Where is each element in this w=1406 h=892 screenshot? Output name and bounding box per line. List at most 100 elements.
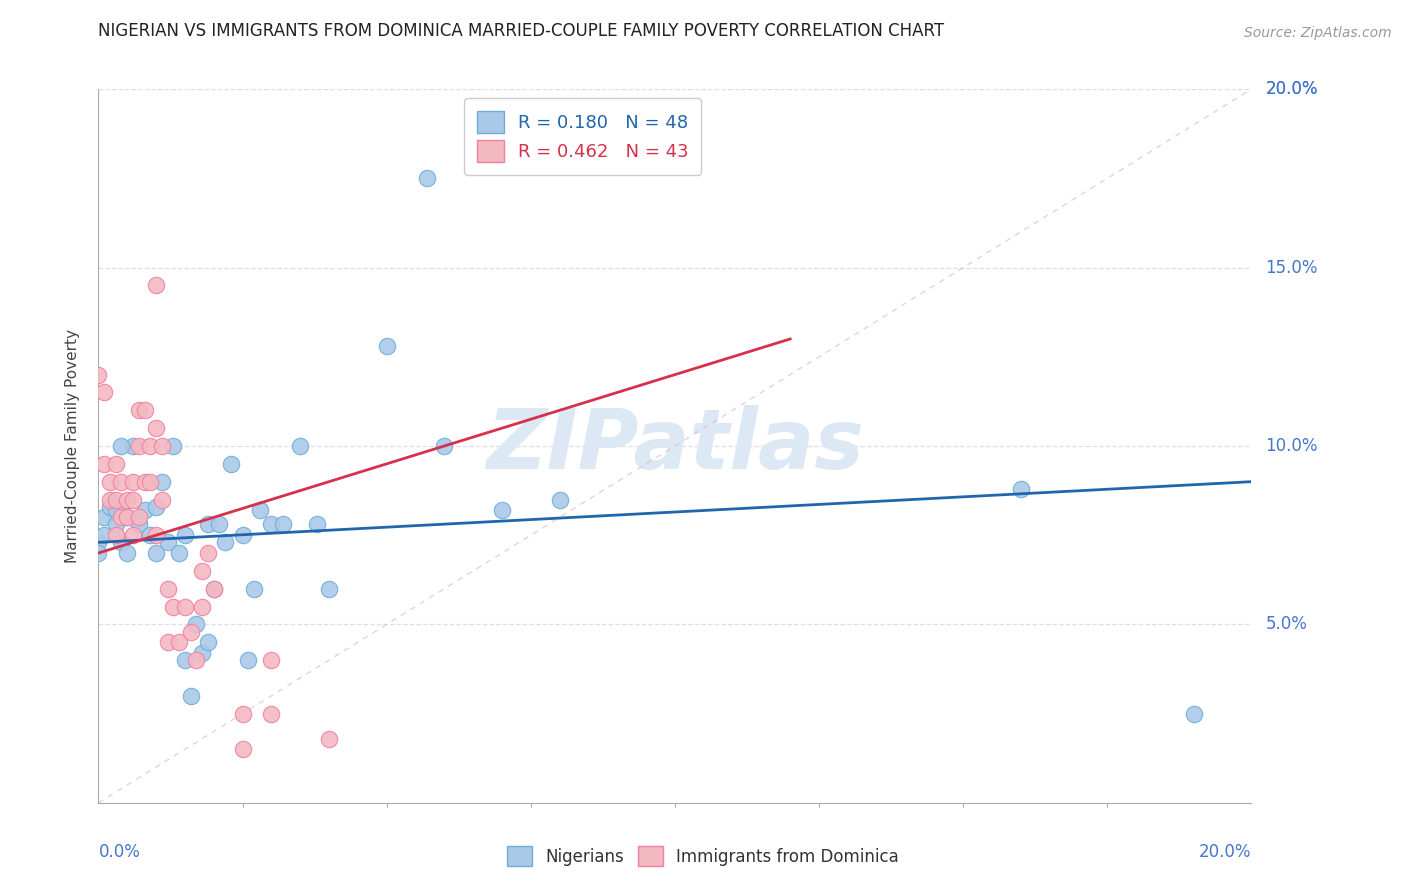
Text: 5.0%: 5.0% [1265,615,1308,633]
Point [139,439,162,453]
Point [156,535,179,549]
Y-axis label: Married-Couple Family Poverty: Married-Couple Family Poverty [65,329,80,563]
Point [117,510,138,524]
Point [180,689,202,703]
Point [174,528,197,542]
Text: Source: ZipAtlas.com: Source: ZipAtlas.com [1244,26,1392,40]
Point [122,439,145,453]
Point [231,706,254,721]
Point [197,517,219,532]
Point [98,500,121,514]
Point [104,517,127,532]
Point [186,617,208,632]
Text: 15.0%: 15.0% [1265,259,1317,277]
Point [219,457,242,471]
Point [180,624,202,639]
Point [191,564,214,578]
Point [117,492,138,507]
Point [104,492,127,507]
Point [98,492,121,507]
Point [110,510,132,524]
Point [1010,482,1032,496]
Point [318,731,340,746]
Point [318,582,340,596]
Point [191,646,214,660]
Point [104,503,127,517]
Point [167,546,190,560]
Point [174,599,197,614]
Text: ZIPatlas: ZIPatlas [486,406,863,486]
Point [93,510,115,524]
Point [249,503,271,517]
Point [110,475,132,489]
Point [145,528,167,542]
Point [156,635,179,649]
Point [139,475,162,489]
Point [145,278,167,293]
Point [290,439,312,453]
Point [150,492,173,507]
Point [375,339,398,353]
Point [167,635,190,649]
Point [150,475,173,489]
Point [202,582,225,596]
Point [128,403,150,417]
Point [104,457,127,471]
Point [243,582,266,596]
Point [145,421,167,435]
Point [87,546,110,560]
Point [271,517,294,532]
Point [1182,706,1205,721]
Point [260,517,283,532]
Point [214,535,236,549]
Point [134,403,156,417]
Text: NIGERIAN VS IMMIGRANTS FROM DOMINICA MARRIED-COUPLE FAMILY POVERTY CORRELATION C: NIGERIAN VS IMMIGRANTS FROM DOMINICA MAR… [98,22,945,40]
Point [231,528,254,542]
Point [260,706,283,721]
Point [139,528,162,542]
Point [162,439,184,453]
Legend: Nigerians, Immigrants from Dominica: Nigerians, Immigrants from Dominica [499,838,907,875]
Point [307,517,329,532]
Point [128,439,150,453]
Point [122,528,145,542]
Point [104,528,127,542]
Point [117,510,138,524]
Point [128,517,150,532]
Point [231,742,254,756]
Legend: R = 0.180   N = 48, R = 0.462   N = 43: R = 0.180 N = 48, R = 0.462 N = 43 [464,98,702,175]
Text: 20.0%: 20.0% [1265,80,1317,98]
Point [433,439,456,453]
Point [197,546,219,560]
Point [134,475,156,489]
Point [87,368,110,382]
Point [208,517,231,532]
Text: 20.0%: 20.0% [1265,80,1317,98]
Point [174,653,197,667]
Point [491,503,513,517]
Point [93,457,115,471]
Point [134,503,156,517]
Point [98,475,121,489]
Text: 0.0%: 0.0% [98,843,141,861]
Point [117,546,138,560]
Point [128,510,150,524]
Point [150,439,173,453]
Point [416,171,439,186]
Point [202,582,225,596]
Point [110,535,132,549]
Text: 20.0%: 20.0% [1199,843,1251,861]
Point [191,599,214,614]
Point [238,653,260,667]
Point [93,385,115,400]
Point [122,492,145,507]
Point [110,439,132,453]
Point [145,500,167,514]
Point [156,582,179,596]
Point [162,599,184,614]
Point [122,475,145,489]
Point [186,653,208,667]
Point [197,635,219,649]
Point [260,653,283,667]
Text: 10.0%: 10.0% [1265,437,1317,455]
